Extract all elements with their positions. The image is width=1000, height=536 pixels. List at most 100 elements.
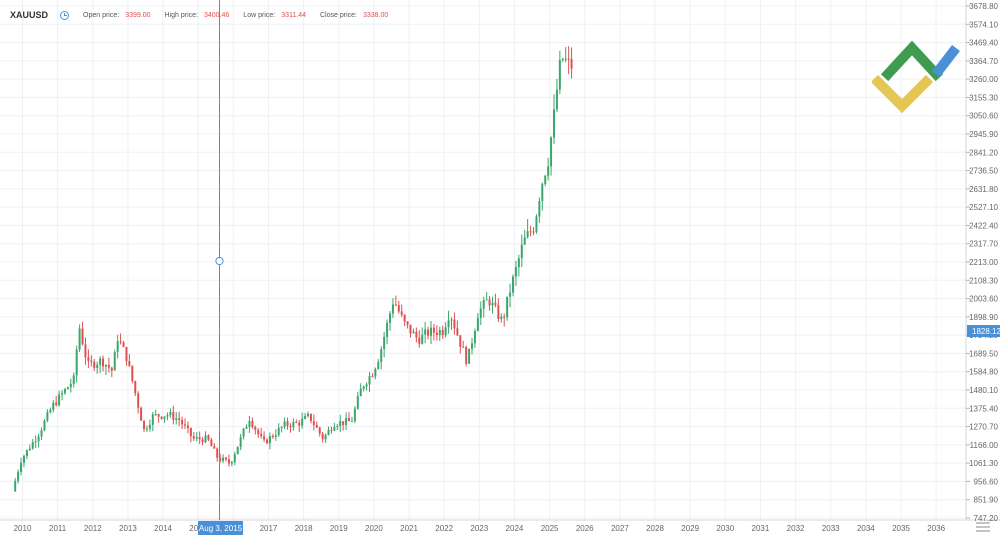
price-tick-label: 2422.40	[969, 221, 998, 230]
time-tick-label: 2026	[576, 524, 594, 533]
candle-body	[66, 387, 69, 390]
time-tick-label: 2022	[435, 524, 453, 533]
candle-body	[406, 321, 409, 325]
candle-body	[34, 441, 37, 443]
candle-body	[189, 427, 192, 437]
candle-body	[333, 427, 336, 431]
candle-body	[93, 361, 96, 368]
time-tick-label: 2032	[787, 524, 805, 533]
candle-body	[535, 216, 538, 232]
candle-body	[509, 292, 512, 297]
candle-body	[43, 420, 46, 431]
candle-body	[61, 393, 64, 395]
candle-body	[336, 426, 339, 428]
candle-body	[380, 349, 383, 362]
time-tick-label: 2018	[295, 524, 313, 533]
candle-body	[506, 296, 509, 318]
candle-body	[389, 313, 392, 323]
close-label: Close price:	[320, 11, 357, 19]
candle-body	[166, 415, 169, 417]
candle-body	[227, 459, 230, 464]
time-tick-label: 2024	[506, 524, 524, 533]
current-price-badge	[967, 325, 1000, 337]
candle-body	[427, 329, 430, 336]
candle-body	[538, 200, 541, 217]
symbol-name[interactable]: XAUUSD	[10, 10, 49, 20]
time-tick-label: 2030	[716, 524, 734, 533]
candle-body	[99, 358, 102, 365]
candle-body	[55, 402, 58, 406]
price-tick-label: 1061.30	[969, 459, 998, 468]
settings-menu-icon[interactable]	[976, 522, 990, 532]
candle-body	[151, 414, 154, 425]
candle-body	[348, 418, 351, 422]
candle-body	[482, 300, 485, 309]
candle-body	[157, 414, 160, 417]
candle-body	[412, 331, 415, 334]
candle-body	[37, 436, 40, 442]
clock-icon[interactable]	[60, 10, 70, 20]
low-label: Low price:	[243, 11, 276, 19]
candle-body	[541, 183, 544, 201]
price-tick-label: 2631.80	[969, 185, 998, 194]
time-tick-label: 2011	[49, 524, 67, 533]
candle-body	[154, 414, 157, 416]
crosshair-date-label: Aug 3, 2015	[199, 524, 243, 533]
time-tick-label: 2033	[822, 524, 840, 533]
candle-body	[330, 429, 333, 431]
candle-body	[63, 389, 66, 394]
candle-body	[75, 349, 78, 376]
candle-body	[456, 328, 459, 336]
candle-body	[198, 437, 201, 440]
candle-body	[312, 421, 315, 425]
candle-body	[391, 304, 394, 314]
candle-body	[292, 421, 295, 428]
candle-body	[444, 327, 447, 336]
candle-body	[356, 396, 359, 409]
candle-body	[28, 448, 31, 451]
candle-body	[567, 58, 570, 60]
candle-body	[184, 424, 187, 426]
price-tick-label: 1689.50	[969, 349, 998, 358]
chart-grid	[0, 0, 966, 520]
candle-body	[87, 357, 90, 361]
price-tick-label: 1584.80	[969, 368, 998, 377]
candle-body	[90, 360, 93, 362]
candle-body	[239, 436, 242, 447]
candle-body	[441, 329, 444, 336]
candle-body	[479, 308, 482, 318]
price-tick-label: 3050.60	[969, 112, 998, 121]
price-tick-label: 3469.40	[969, 39, 998, 48]
candle-body	[119, 341, 122, 343]
candle-body	[271, 436, 274, 438]
candle-body	[544, 175, 547, 184]
candle-body	[25, 450, 28, 457]
price-tick-label: 1166.00	[970, 441, 999, 450]
candle-body	[318, 427, 321, 434]
price-tick-label: 3364.70	[969, 57, 998, 66]
candle-body	[204, 435, 207, 443]
candle-body	[110, 367, 113, 371]
candle-body	[468, 348, 471, 364]
candle-body	[321, 433, 324, 440]
candle-body	[339, 421, 342, 427]
candle-body	[251, 420, 254, 427]
candle-body	[403, 314, 406, 322]
time-axis: 2010201120122013201420152016201720182019…	[14, 524, 946, 533]
candle-body	[418, 337, 421, 344]
crosshair-handle[interactable]	[215, 256, 224, 266]
candle-body	[102, 358, 105, 367]
time-tick-label: 2019	[330, 524, 348, 533]
candle-body	[219, 457, 222, 461]
candle-body	[494, 302, 497, 306]
candle-body	[207, 435, 210, 440]
low-value: 3311.44	[281, 11, 306, 19]
time-tick-label: 2035	[892, 524, 910, 533]
price-tick-label: 2945.90	[969, 130, 998, 139]
candle-body	[263, 436, 266, 440]
time-tick-label: 2012	[84, 524, 102, 533]
candle-body	[386, 322, 389, 337]
candle-body	[245, 427, 248, 429]
candle-body	[298, 422, 301, 426]
